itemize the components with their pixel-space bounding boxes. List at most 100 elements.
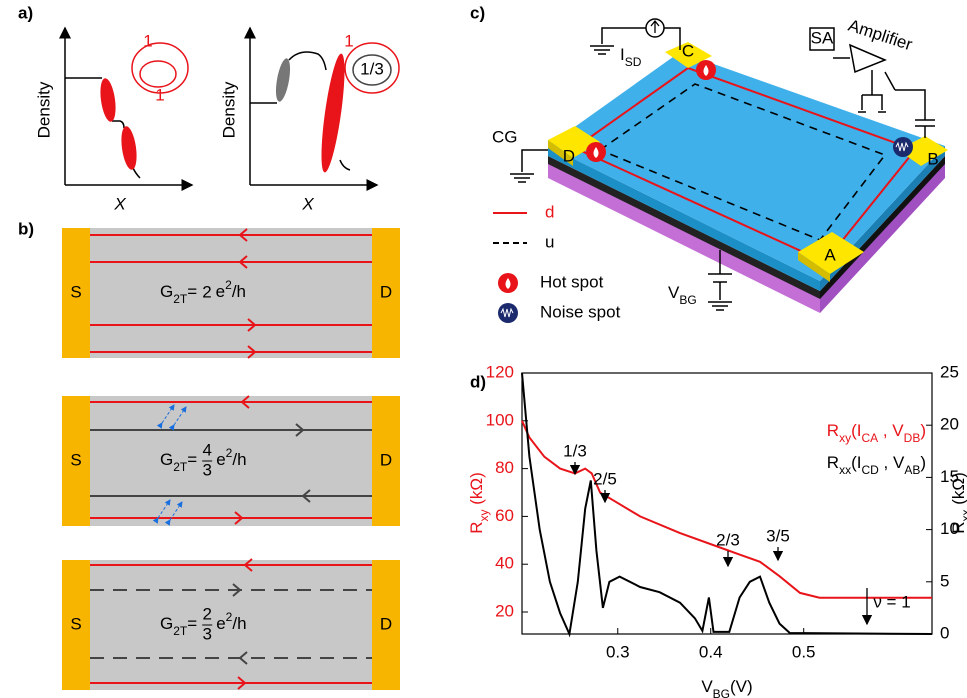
subscript: xx [839, 463, 851, 477]
denominator: 3 [202, 624, 211, 643]
legend-label: Hot spot [540, 272, 604, 291]
direction-arrow [238, 228, 248, 242]
x-axis-label: X [113, 194, 126, 213]
annotation: 1/3 [563, 441, 587, 460]
source-label: S [70, 450, 81, 469]
contact-label: D [563, 146, 575, 165]
drain-label: D [380, 450, 392, 469]
y-axis-label: Rxy (kΩ) [467, 472, 491, 534]
y-tick-label: 60 [495, 506, 514, 525]
direction-arrow [240, 395, 250, 409]
text-part: V [668, 283, 680, 302]
y-tick-label: 80 [495, 458, 514, 477]
equals: = [187, 614, 197, 633]
contact [372, 396, 400, 526]
data-line [521, 420, 932, 599]
text-part: ) [920, 421, 926, 440]
back-gate-label: VBG [668, 283, 697, 307]
direction-arrow [243, 558, 253, 572]
text-part: R [949, 521, 967, 533]
annotation: 2/5 [593, 469, 617, 488]
analyzer-label: SA [811, 28, 834, 47]
text-part: R [827, 421, 839, 440]
panel-label: d) [470, 372, 486, 391]
annotation: 3/5 [766, 526, 790, 545]
y2-tick-label: 5 [940, 571, 949, 590]
legend-entry: Rxy(ICA , VDB) [827, 421, 926, 445]
contact-label: C [682, 41, 694, 60]
subscript: CA [861, 431, 878, 445]
subscript: 2T [173, 292, 188, 306]
conductance: G2T= [160, 282, 197, 306]
direction-arrow [247, 318, 257, 332]
x-tick-label: 0.4 [699, 642, 723, 661]
subscript: BG [713, 687, 730, 698]
data-line [521, 372, 933, 638]
per: /h [232, 614, 246, 633]
subscript: AB [904, 463, 920, 477]
drain-label: D [380, 614, 392, 633]
channel [90, 228, 372, 358]
legend-label: d [545, 202, 554, 221]
per: /h [232, 450, 246, 469]
direction-arrow [301, 489, 311, 503]
tunneling [152, 499, 171, 524]
tunneling [156, 404, 175, 429]
source-label: S [70, 282, 81, 301]
conductance: G2T= [160, 614, 197, 638]
subscript: SD [625, 55, 642, 69]
text-part: (kΩ) [949, 472, 967, 509]
loop-label: 1 [344, 31, 353, 50]
legend-label: u [545, 232, 554, 251]
text-part: I [620, 45, 625, 64]
text-part: V [701, 677, 713, 696]
symbol: G [160, 282, 173, 301]
plot-frame [521, 372, 933, 635]
contact [62, 560, 90, 690]
text-part: (kΩ) [467, 472, 486, 509]
y-tick-label: 100 [486, 410, 514, 429]
loop-label: 1 [143, 31, 152, 50]
annotation: 2/3 [716, 530, 740, 549]
tunneling [168, 406, 187, 431]
annotation: ν = 1 [873, 592, 910, 611]
y-tick-label: 40 [495, 554, 514, 573]
conductance: G2T= [160, 450, 197, 474]
exponent: 2 [226, 610, 233, 624]
source-label: S [70, 614, 81, 633]
denominator: 3 [202, 460, 211, 479]
panel-label: c) [470, 3, 485, 22]
x-axis-label: X [301, 194, 314, 213]
equals: = [187, 450, 197, 469]
current-label: ISD [620, 45, 642, 69]
conductance-unit: e2/h [216, 446, 246, 469]
subscript: xx [959, 509, 967, 521]
subscript: CD [861, 463, 879, 477]
contact-label: A [824, 245, 836, 264]
x-tick-label: 0.5 [792, 642, 816, 661]
y-tick-label: 120 [486, 362, 514, 381]
panel-label: a) [18, 3, 33, 22]
conductance-unit: e2/h [216, 610, 246, 633]
subscript: BG [679, 293, 696, 307]
exponent: 2 [225, 278, 232, 292]
y-axis-label: Density [34, 81, 53, 138]
unit: e [216, 282, 225, 301]
subscript: 2T [173, 624, 188, 638]
y2-axis-label: Rxx (kΩ) [949, 472, 967, 534]
numerator: 2 [202, 604, 211, 623]
equals: = [187, 282, 197, 301]
panel-a-art [59, 26, 400, 191]
text-part: (I [851, 453, 861, 472]
y2-tick-label: 20 [940, 415, 959, 434]
direction-arrow [234, 511, 244, 525]
subscript: xy [477, 509, 491, 521]
amplifier-label: Amplifier [846, 16, 915, 55]
legend-entry: Rxx(ICD , VAB) [827, 453, 926, 477]
numerator: 4 [202, 440, 211, 459]
text-part: (I [851, 421, 861, 440]
direction-arrow [232, 583, 242, 597]
y2-tick-label: 15 [940, 467, 959, 486]
y2-tick-label: 0 [940, 623, 949, 642]
